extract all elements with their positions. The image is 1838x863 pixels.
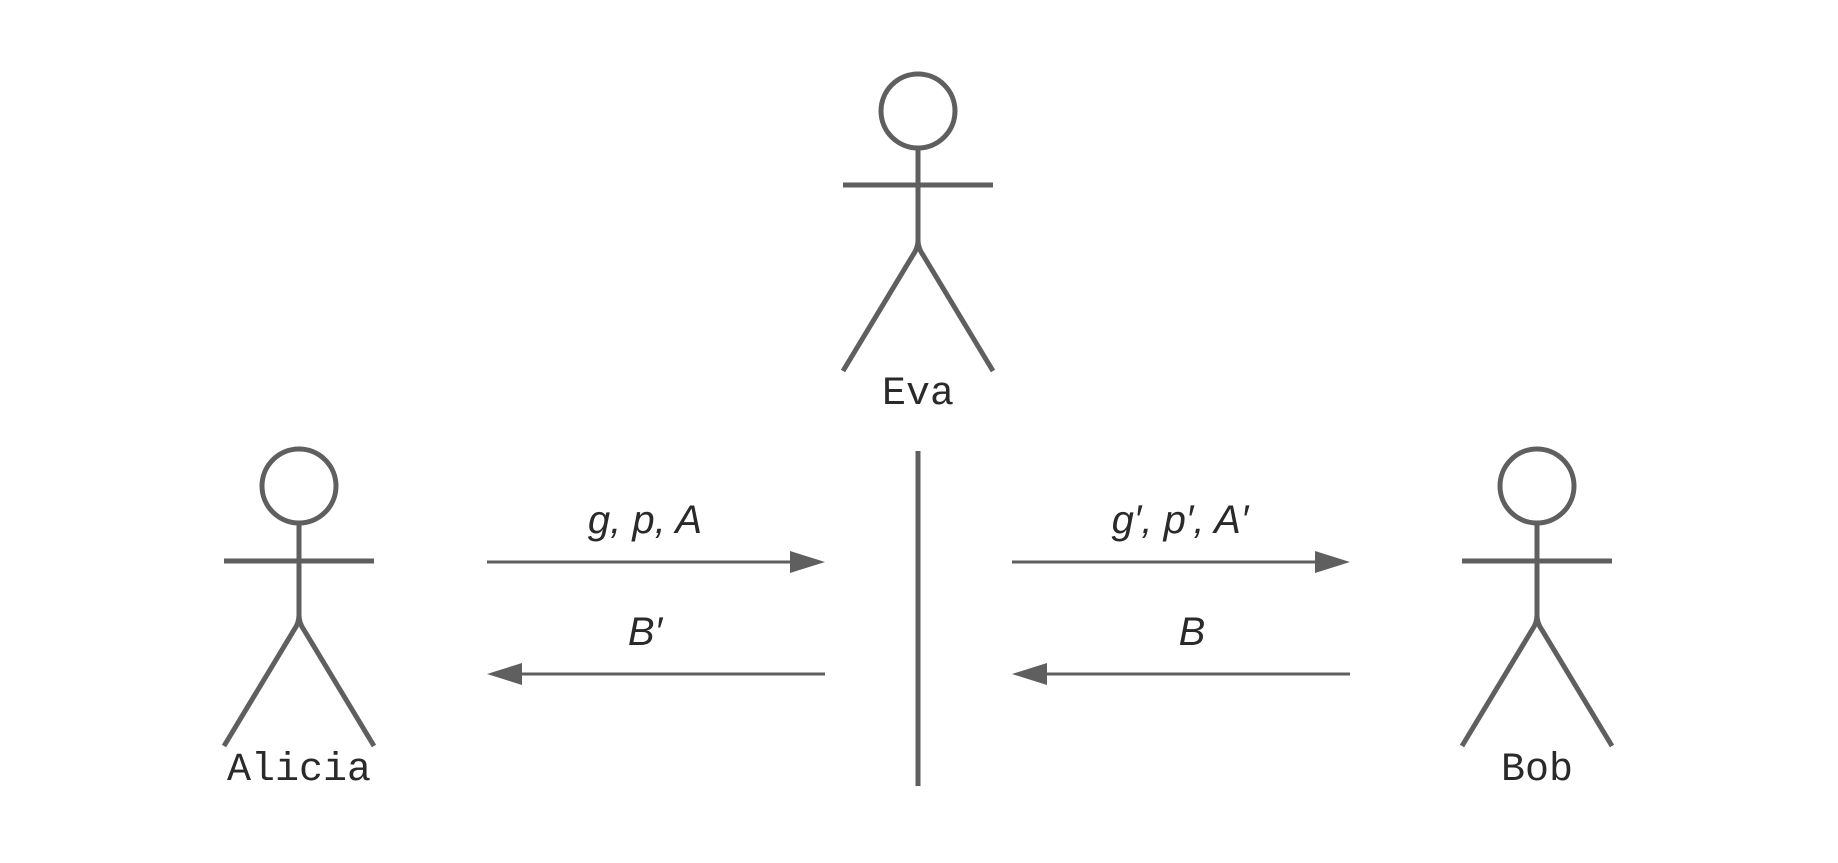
actor-bob: Bob [1459,446,1615,793]
actor-alicia-left-leg [221,614,302,748]
actor-alicia-label: Alicia [227,748,371,793]
actor-bob-label: Bob [1501,748,1573,793]
actor-alicia: Alicia [221,446,377,793]
arrow-right-icon [1315,551,1350,573]
actor-eva-right-leg [915,239,996,373]
actor-eva-head [878,71,958,151]
arrow-left-icon [487,663,522,685]
message-eva-to-alicia-label: B′ [628,610,664,654]
actor-alicia-right-leg [296,614,377,748]
actor-bob-head [1497,446,1577,526]
actor-eva-label: Eva [882,372,954,417]
arrow-right-icon [790,551,825,573]
message-eva-to-bob-label: g′, p′, A′ [1112,498,1250,542]
actor-eva: Eva [840,71,996,417]
actor-alicia-head [259,446,339,526]
message-bob-to-eva-label: B [1179,610,1206,654]
actor-eva-left-leg [840,239,921,373]
message-alicia-to-eva-label: g, p, A [588,498,702,542]
actor-bob-right-leg [1534,614,1615,748]
message-eva-to-alicia: B′ [487,610,825,685]
message-alicia-to-eva: g, p, A [487,498,825,573]
message-bob-to-eva: B [1012,610,1350,685]
message-eva-to-bob: g′, p′, A′ [1012,498,1350,573]
actor-bob-left-leg [1459,614,1540,748]
arrow-left-icon [1012,663,1047,685]
